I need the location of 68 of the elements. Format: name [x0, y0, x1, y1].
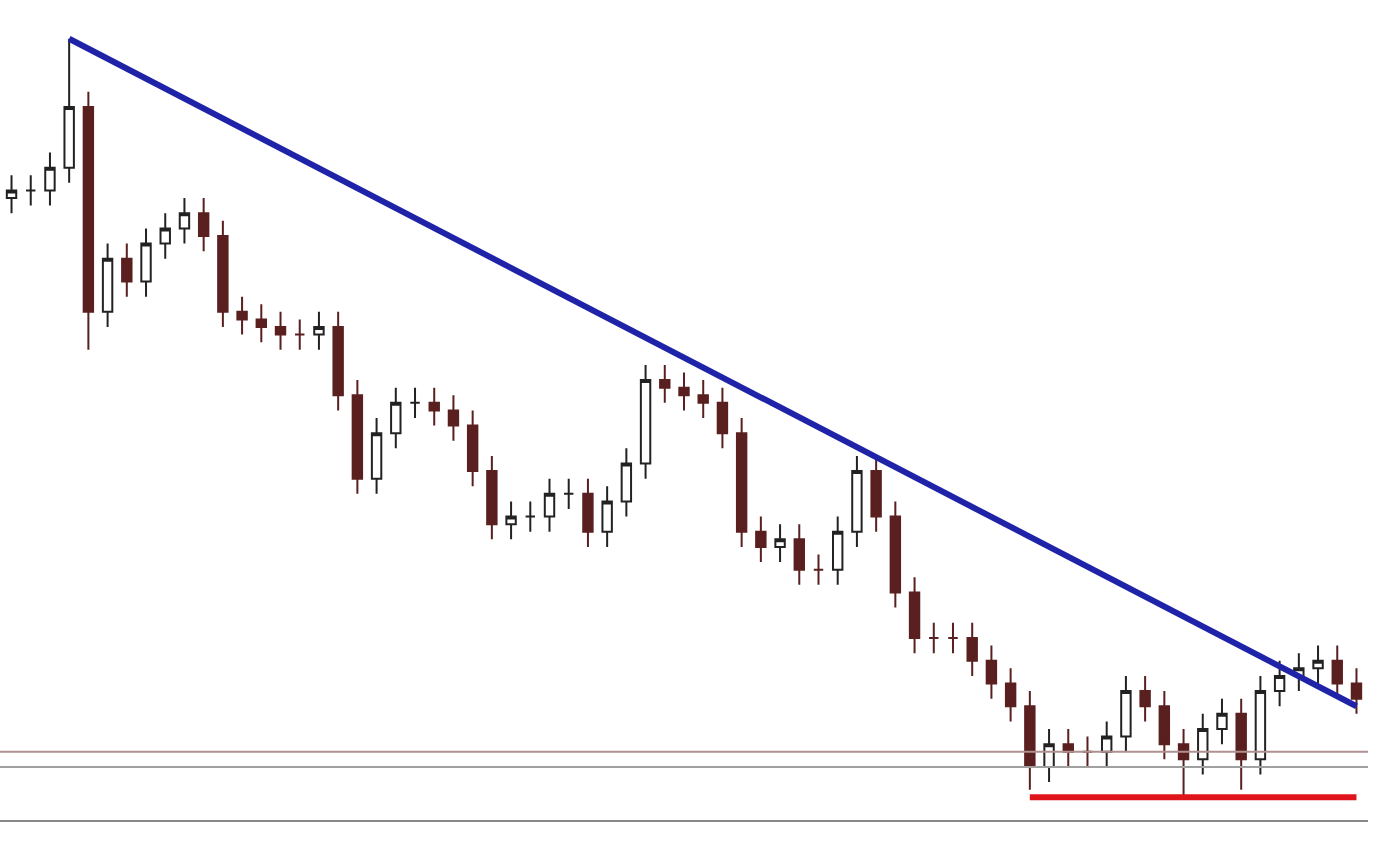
candlestick — [812, 553, 825, 586]
candlestick — [735, 417, 748, 548]
candlestick — [428, 386, 440, 427]
candlestick — [1350, 667, 1363, 715]
candlestick — [63, 37, 75, 184]
candlestick — [447, 394, 460, 442]
candlestick — [832, 515, 844, 586]
candlestick — [774, 523, 786, 564]
candlestick — [313, 310, 325, 351]
candlestick — [351, 379, 364, 495]
candlestick — [1043, 727, 1055, 784]
candlestick — [563, 477, 575, 511]
candlestick — [294, 318, 306, 351]
candlestick — [1312, 644, 1324, 685]
candlestick — [1197, 712, 1209, 776]
candlestick — [236, 295, 248, 336]
candlestick — [486, 454, 498, 541]
candlestick — [582, 477, 594, 548]
candlestick — [716, 386, 729, 450]
candlestick — [908, 576, 921, 655]
candlestick — [82, 90, 95, 351]
candlestick — [793, 523, 805, 586]
candlestick — [1235, 697, 1247, 791]
candlestick — [620, 447, 633, 518]
candlestick — [755, 515, 767, 564]
candlestick — [255, 303, 268, 344]
candlestick — [659, 363, 671, 404]
candlestick — [851, 454, 863, 548]
candlestick — [217, 219, 229, 328]
candlestick — [466, 409, 479, 488]
candlestick — [370, 417, 383, 495]
candlestick — [178, 197, 191, 245]
candlestick — [870, 454, 882, 533]
candlestick — [505, 500, 517, 541]
candlestick — [121, 242, 133, 298]
candlestick — [140, 227, 152, 298]
candlestick — [1024, 690, 1036, 791]
candlestick — [44, 151, 56, 207]
candlestick — [639, 363, 652, 480]
candlestick — [101, 242, 114, 328]
candlestick — [966, 621, 978, 677]
candlestick — [1177, 727, 1190, 799]
candlestick — [5, 174, 18, 215]
candlestick — [524, 500, 536, 533]
candlestick — [889, 500, 902, 609]
candlestick — [409, 386, 421, 419]
candlestick — [697, 379, 709, 419]
candlestick — [985, 644, 998, 700]
candlestick — [1004, 667, 1017, 723]
candlestick — [678, 371, 690, 412]
candlestick — [1273, 659, 1286, 708]
candlestick — [159, 212, 171, 260]
candlestick — [332, 310, 344, 412]
candlestick — [1100, 720, 1113, 768]
candlestick — [543, 477, 556, 533]
candlestick — [1139, 674, 1151, 723]
candlestick — [390, 386, 402, 450]
candlestick — [274, 310, 287, 351]
candlestick — [1216, 697, 1228, 746]
candlestick — [1254, 674, 1267, 776]
candlestick — [25, 174, 37, 207]
candlestick — [1120, 674, 1132, 753]
candlestick — [197, 197, 210, 253]
candlestick — [947, 621, 959, 655]
candlestick — [928, 621, 940, 655]
candlestick — [1062, 727, 1074, 768]
candlestick — [1158, 690, 1171, 761]
candlestick — [601, 485, 613, 548]
